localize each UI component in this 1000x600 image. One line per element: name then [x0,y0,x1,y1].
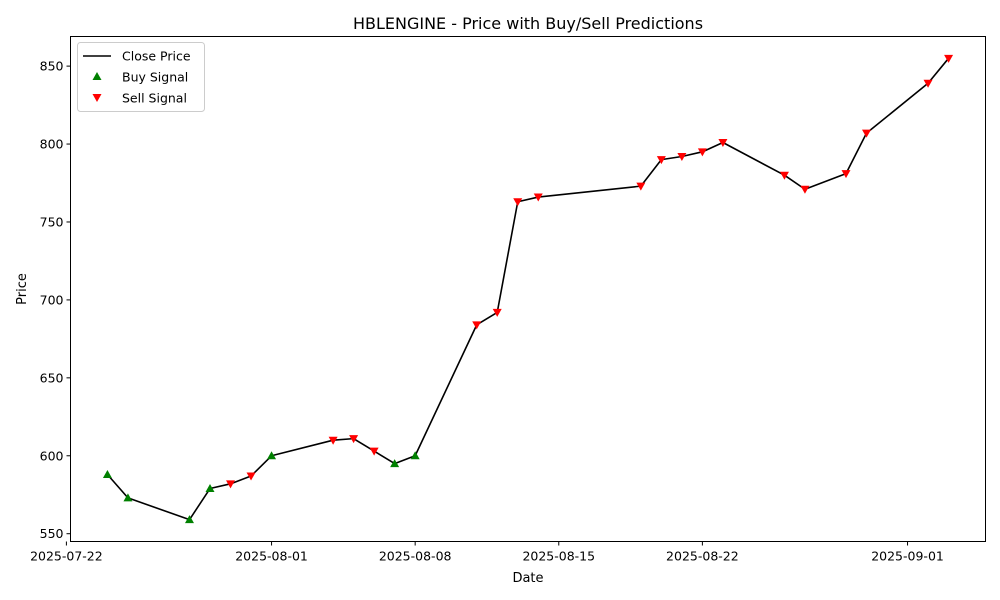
sell-signal-marker [677,153,687,162]
buy-signal-marker [184,515,194,524]
y-axis: 550 600 650 700 750 800 850 [40,59,71,541]
x-tick-label: 2025-08-15 [522,549,595,564]
x-tick-label: 2025-09-01 [871,549,944,564]
sell-signal-marker [226,480,236,489]
legend-box [77,42,205,112]
y-tick-label: 750 [40,214,64,229]
close-price-line [106,57,950,521]
legend-buy-marker [92,72,102,80]
x-axis: 2025-07-22 2025-08-01 2025-08-08 2025-08-15… [30,541,944,564]
x-axis-title: Date [512,571,543,586]
y-tick-label: 600 [40,448,64,463]
y-tick-label: 850 [40,59,64,74]
legend-sell-marker [92,94,102,102]
x-tick-label: 2025-08-08 [379,549,452,564]
sell-signal-marker [533,193,543,202]
sell-signal-marker [492,308,502,317]
legend-label-sell: Sell Signal [122,91,187,106]
sell-signal-marker [944,54,954,63]
buy-signal-marker [390,459,400,468]
y-tick-label: 800 [40,137,64,152]
sell-signal-marker [841,170,851,179]
buy-signal-marker [267,451,277,460]
buy-signal-marker [123,493,133,502]
sell-signal-marker [328,436,338,445]
buy-signal-marker [410,451,420,460]
legend-label-buy: Buy Signal [122,70,188,85]
sell-signal-marker [369,447,379,456]
sell-signal-marker [349,435,359,444]
y-tick-label: 550 [40,526,64,541]
buy-signal-marker [205,484,215,493]
y-tick-label: 650 [40,370,64,385]
buy-signal-marker [102,469,112,478]
sell-signal-marker [472,321,482,330]
sell-signal-marker [697,148,707,157]
plot-frame [70,36,986,542]
y-axis-title: Price [15,273,30,305]
sell-signal-marker [656,156,666,165]
sell-signal-marker [246,472,256,481]
chart-title: HBLENGINE - Price with Buy/Sell Predicti… [353,14,703,33]
x-tick-label: 2025-07-22 [30,549,103,564]
sell-signal-marker [862,129,872,138]
series-layer [102,54,954,524]
sell-signal-marker [779,171,789,180]
sell-signal-marker [513,198,523,207]
sell-signal-marker [923,79,933,88]
x-tick-label: 2025-08-01 [235,549,308,564]
x-tick-label: 2025-08-22 [666,549,739,564]
sell-signal-marker [800,185,810,194]
sell-signal-marker [636,182,646,191]
legend-label-close: Close Price [122,49,191,64]
y-tick-label: 700 [40,292,64,307]
legend: Close Price Buy Signal Sell Signal [77,42,205,112]
sell-signal-marker [718,138,728,147]
